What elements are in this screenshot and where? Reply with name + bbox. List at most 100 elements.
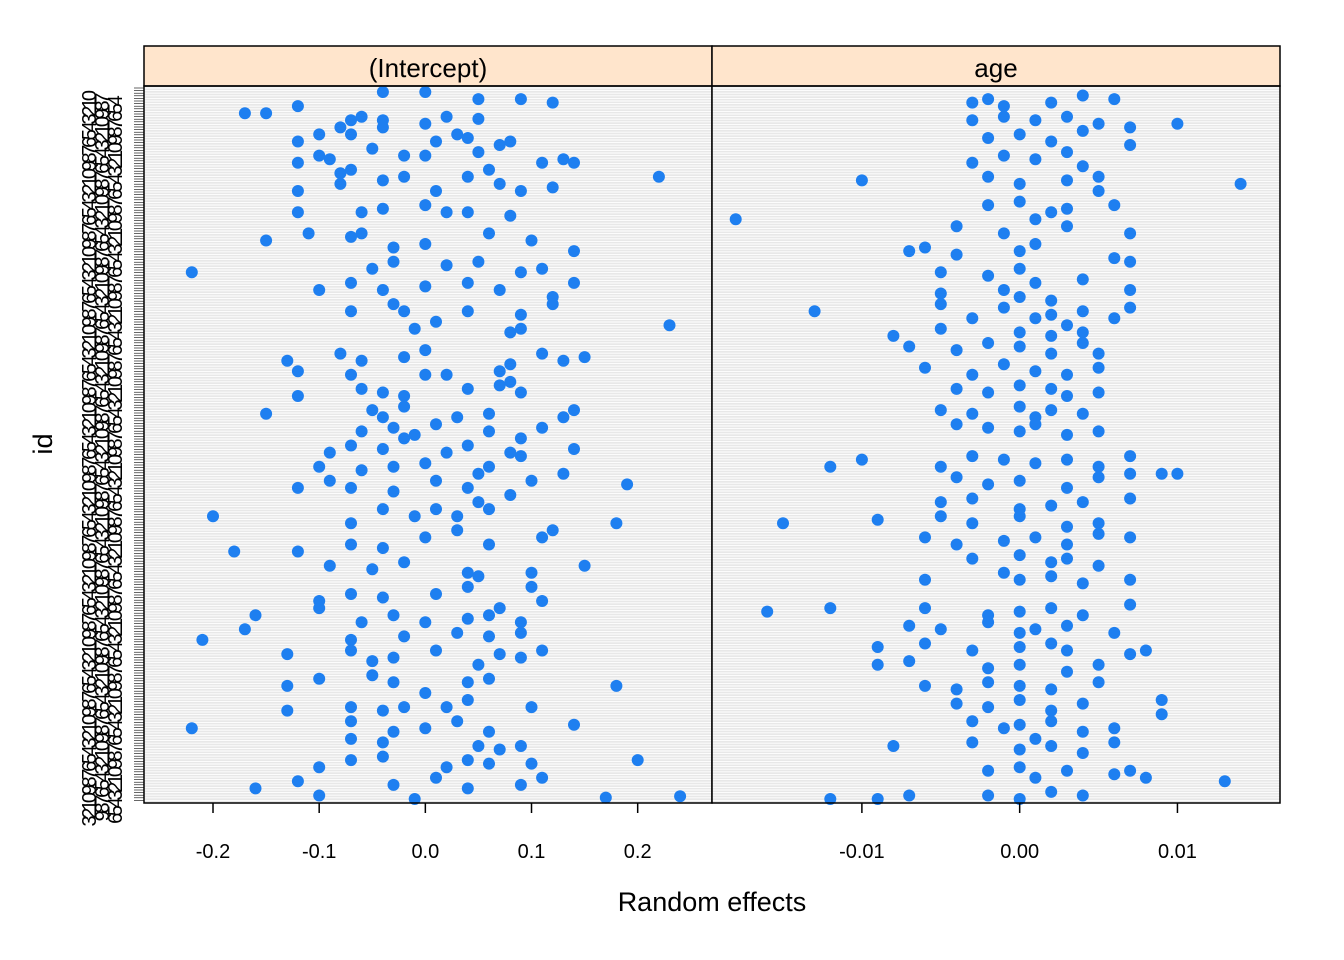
data-point [1092, 185, 1105, 197]
id-tick-label: 8 [105, 360, 127, 371]
data-point [1029, 114, 1042, 127]
data-point [824, 602, 837, 615]
data-point [1092, 386, 1105, 399]
data-point [419, 616, 432, 629]
id-tick-label: 9 [105, 134, 127, 145]
data-point [1234, 177, 1247, 190]
data-point [903, 619, 916, 632]
data-point [514, 432, 527, 445]
data-point [398, 149, 411, 162]
data-point [578, 351, 591, 364]
data-point [1061, 319, 1073, 332]
data-point [610, 517, 623, 530]
data-point [334, 167, 347, 180]
id-tick-label: 5 [92, 545, 114, 556]
id-tick-label: 5 [92, 623, 114, 634]
data-point [950, 344, 963, 357]
id-tick-label: 2 [79, 652, 101, 663]
x-tick-label: -0.1 [302, 841, 336, 863]
data-point [1061, 453, 1073, 466]
id-tick-label: 7 [79, 301, 101, 312]
id-tick-label: 2 [105, 782, 127, 793]
id-tick-label: 5 [79, 363, 101, 374]
data-point [903, 789, 916, 802]
data-point [1124, 450, 1137, 463]
data-point [1092, 361, 1105, 374]
data-point [483, 407, 495, 420]
id-tick-label: 6 [92, 397, 114, 408]
data-point [982, 789, 995, 802]
data-point [1029, 153, 1042, 166]
id-tick-label: 1 [92, 358, 114, 369]
data-point [1029, 623, 1042, 636]
x-tick-label: 0.1 [518, 841, 546, 863]
id-tick-label: 1 [105, 462, 127, 473]
data-point [345, 715, 357, 728]
id-tick-label: 7 [92, 327, 114, 338]
data-point [621, 478, 634, 491]
data-point [919, 241, 931, 254]
id-tick-label: 3 [105, 399, 127, 410]
data-point [982, 132, 995, 144]
data-point [982, 478, 995, 491]
data-point [919, 637, 931, 650]
data-point [919, 573, 931, 586]
id-tick-label: 0 [105, 142, 127, 153]
id-tick-label: 1 [105, 696, 127, 707]
id-tick-label: 6 [105, 111, 127, 122]
data-point [291, 390, 304, 402]
data-point [950, 418, 963, 431]
id-tick-label: 1 [79, 566, 101, 577]
data-point [313, 149, 326, 162]
data-point [1061, 390, 1073, 402]
data-point [313, 128, 326, 141]
id-tick-label: 9 [92, 576, 114, 587]
data-point [1076, 407, 1089, 420]
id-tick-label: 4 [92, 537, 114, 548]
id-tick-label: 1 [79, 644, 101, 655]
data-point [493, 284, 506, 296]
id-tick-label: 9 [92, 108, 114, 119]
data-point [950, 697, 963, 710]
gridlines [712, 87, 1280, 801]
id-tick-label: 3 [92, 295, 114, 306]
id-tick-label: 9 [92, 342, 114, 353]
data-point [982, 269, 995, 282]
data-point [366, 563, 379, 576]
data-point [824, 793, 837, 805]
data-point [345, 368, 357, 381]
id-tick-label: 5 [79, 753, 101, 764]
data-point [419, 722, 432, 735]
data-point [419, 149, 432, 162]
id-tick-label: 2 [92, 366, 114, 377]
data-point [1029, 457, 1042, 470]
data-point [1045, 499, 1058, 512]
id-tick-label: 9 [79, 472, 101, 483]
data-point [355, 227, 368, 240]
data-point [1061, 368, 1073, 381]
data-point [504, 326, 517, 339]
data-point [313, 672, 326, 685]
id-tick-label: 4 [105, 797, 127, 808]
data-point [376, 736, 389, 749]
data-point [387, 725, 400, 738]
data-point [504, 446, 517, 459]
data-point [408, 322, 421, 335]
id-tick-label: 7 [79, 535, 101, 546]
data-point [1013, 793, 1026, 805]
id-tick-label: 4 [105, 173, 127, 184]
id-tick-label: 6 [92, 631, 114, 642]
data-point [982, 386, 995, 399]
id-tick-label: 7 [105, 431, 127, 442]
data-point [1124, 648, 1137, 661]
data-point [281, 679, 294, 692]
id-tick-label: 7 [105, 119, 127, 130]
id-tick-label: 3 [79, 815, 101, 826]
data-point [451, 510, 464, 523]
data-point [982, 337, 995, 349]
data-point [355, 354, 368, 367]
id-tick-label: 9 [92, 420, 114, 431]
id-tick-label: 2 [105, 392, 127, 403]
data-point [568, 443, 580, 455]
data-point [546, 298, 559, 311]
